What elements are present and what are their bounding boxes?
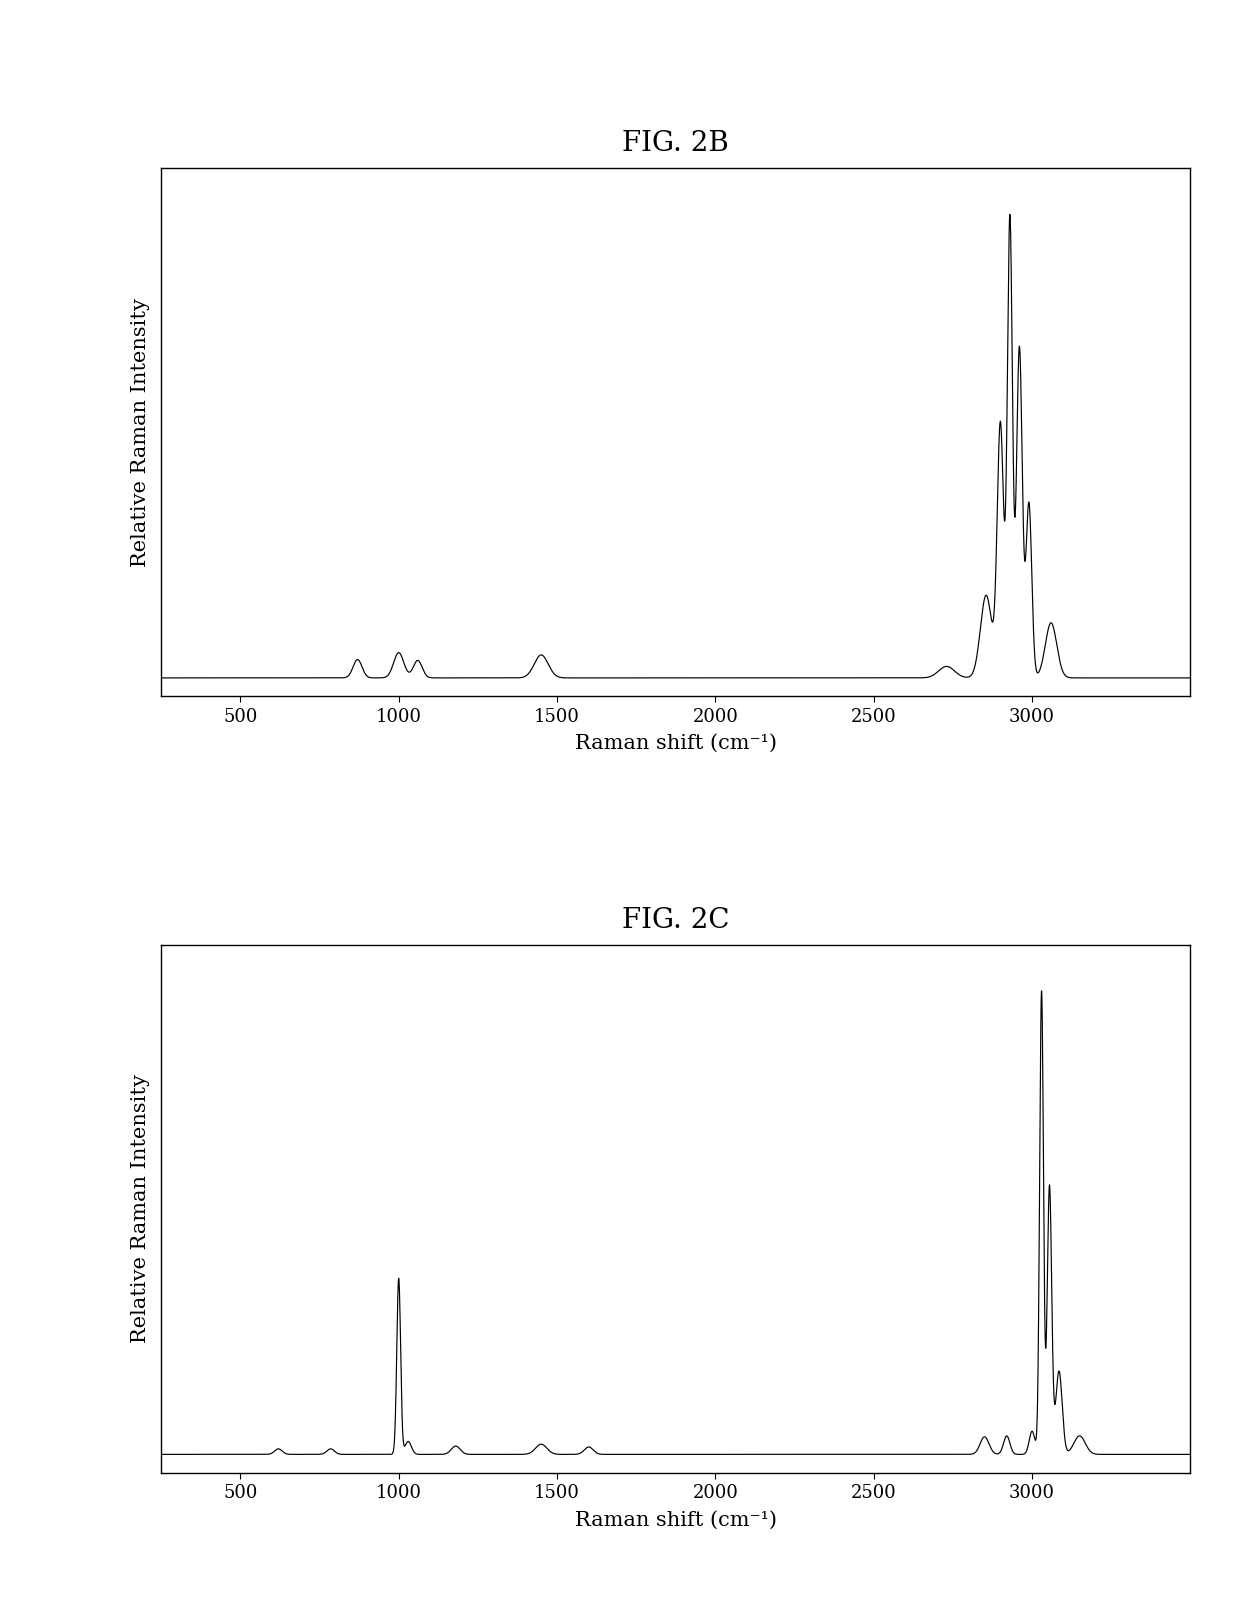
Title: FIG. 2C: FIG. 2C [622, 906, 729, 933]
Y-axis label: Relative Raman Intensity: Relative Raman Intensity [131, 298, 150, 567]
Title: FIG. 2B: FIG. 2B [622, 130, 729, 157]
X-axis label: Raman shift (cm⁻¹): Raman shift (cm⁻¹) [575, 1510, 776, 1529]
Y-axis label: Relative Raman Intensity: Relative Raman Intensity [131, 1074, 150, 1343]
X-axis label: Raman shift (cm⁻¹): Raman shift (cm⁻¹) [575, 733, 776, 752]
